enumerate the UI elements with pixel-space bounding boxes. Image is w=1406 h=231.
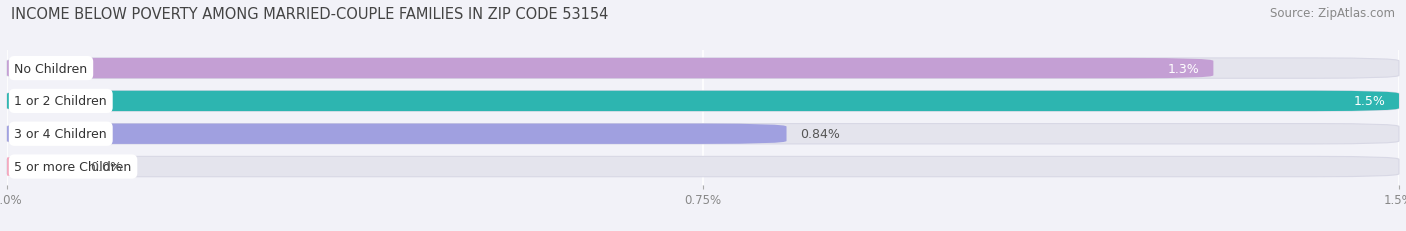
FancyBboxPatch shape (7, 157, 76, 177)
FancyBboxPatch shape (7, 124, 1399, 144)
FancyBboxPatch shape (7, 91, 1399, 112)
Text: 1 or 2 Children: 1 or 2 Children (14, 95, 107, 108)
Text: 0.84%: 0.84% (800, 128, 841, 141)
Text: 1.5%: 1.5% (1353, 95, 1385, 108)
Text: 0.0%: 0.0% (90, 160, 122, 173)
Text: 5 or more Children: 5 or more Children (14, 160, 132, 173)
Text: INCOME BELOW POVERTY AMONG MARRIED-COUPLE FAMILIES IN ZIP CODE 53154: INCOME BELOW POVERTY AMONG MARRIED-COUPL… (11, 7, 609, 22)
Text: 1.3%: 1.3% (1168, 62, 1199, 75)
Text: Source: ZipAtlas.com: Source: ZipAtlas.com (1270, 7, 1395, 20)
Text: No Children: No Children (14, 62, 87, 75)
Text: 3 or 4 Children: 3 or 4 Children (14, 128, 107, 141)
FancyBboxPatch shape (7, 91, 1399, 112)
FancyBboxPatch shape (7, 59, 1399, 79)
FancyBboxPatch shape (7, 59, 1213, 79)
FancyBboxPatch shape (7, 157, 1399, 177)
FancyBboxPatch shape (7, 124, 786, 144)
